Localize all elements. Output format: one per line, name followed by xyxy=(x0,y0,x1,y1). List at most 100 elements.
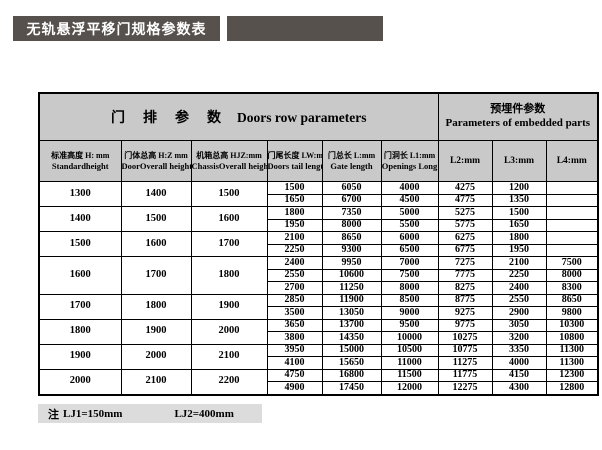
cell-l2: 12275 xyxy=(437,381,493,395)
cell-standard-height-group1: 1300 xyxy=(38,181,122,207)
cell-l2: 5275 xyxy=(437,206,493,220)
cell-standard-height-group2: 1400 xyxy=(38,206,122,232)
cell-l2: 6775 xyxy=(437,243,493,257)
cell-gate-length: 6700 xyxy=(321,193,382,207)
group-header-row: 门 排 参 数 Doors row parameters 预埋件参数 Param… xyxy=(38,92,599,141)
cell-l3: 4000 xyxy=(491,356,547,370)
cell-l4 xyxy=(545,193,599,207)
cell-openings-long: 6500 xyxy=(380,243,439,257)
cell-openings-long: 4000 xyxy=(380,181,439,195)
cell-l3: 1650 xyxy=(491,218,547,232)
page-title: 无轨悬浮平移门规格参数表 xyxy=(26,20,207,37)
cell-openings-long: 9000 xyxy=(380,306,439,320)
embedded-header-en: Parameters of embedded parts xyxy=(445,117,591,129)
cell-gate-length: 13700 xyxy=(321,318,382,332)
cell-l3: 2550 xyxy=(491,293,547,307)
cell-door-overall-height-group2: 1500 xyxy=(120,206,192,232)
cell-l2: 8275 xyxy=(437,281,493,295)
table-row: 2700 11250 8000 8275 2400 8300 xyxy=(39,281,599,295)
column-header-8: L3:mm xyxy=(491,140,547,182)
cell-chassis-overall-height-group8: 2200 xyxy=(190,368,268,395)
cell-l4 xyxy=(545,231,599,245)
cell-l2: 9775 xyxy=(437,318,493,332)
cell-openings-long: 11500 xyxy=(380,368,439,382)
cell-openings-long: 5000 xyxy=(380,206,439,220)
cell-l3: 2250 xyxy=(491,268,547,282)
cell-l4: 8300 xyxy=(545,281,599,295)
spec-table: 门 排 参 数 Doors row parameters 预埋件参数 Param… xyxy=(38,92,600,396)
cell-gate-length: 8650 xyxy=(321,231,382,245)
footnote-bar: 注 LJ1=150mm LJ2=400mm xyxy=(38,404,262,423)
cell-gate-length: 8000 xyxy=(321,218,382,232)
embedded-parts-header: 预埋件参数 Parameters of embedded parts xyxy=(437,92,599,141)
cell-l2: 8775 xyxy=(437,293,493,307)
cell-l3: 1200 xyxy=(491,181,547,195)
cell-chassis-overall-height-group5: 1900 xyxy=(190,293,268,320)
title-bar-extension xyxy=(227,16,383,41)
cell-door-overall-height-group6: 1900 xyxy=(120,318,192,345)
cell-l4: 8650 xyxy=(545,293,599,307)
cell-doors-tail-length: 3650 xyxy=(266,318,323,332)
cell-openings-long: 8000 xyxy=(380,281,439,295)
cell-doors-tail-length: 2700 xyxy=(266,281,323,295)
cell-openings-long: 8500 xyxy=(380,293,439,307)
cell-gate-length: 17450 xyxy=(321,381,382,395)
doors-row-header-en: Doors row parameters xyxy=(237,110,367,125)
cell-standard-height-group4: 1600 xyxy=(38,256,122,295)
cell-door-overall-height-group1: 1400 xyxy=(120,181,192,207)
table-row: 2250 9300 6500 6775 1950 xyxy=(39,243,599,257)
column-header-6: 门洞长 L1:mm Openings Long xyxy=(380,140,439,182)
cell-doors-tail-length: 4900 xyxy=(266,381,323,395)
cell-door-overall-height-group7: 2000 xyxy=(120,343,192,370)
cell-doors-tail-length: 2250 xyxy=(266,243,323,257)
cell-l2: 6275 xyxy=(437,231,493,245)
cell-gate-length: 14350 xyxy=(321,331,382,345)
cell-gate-length: 13050 xyxy=(321,306,382,320)
cell-l3: 3050 xyxy=(491,318,547,332)
cell-gate-length: 11250 xyxy=(321,281,382,295)
cell-l4: 12800 xyxy=(545,381,599,395)
cell-openings-long: 10500 xyxy=(380,343,439,357)
cell-openings-long: 6000 xyxy=(380,231,439,245)
cell-l2: 4275 xyxy=(437,181,493,195)
cell-l3: 4300 xyxy=(491,381,547,395)
column-header-row: 标准高度 H: mm Standardheight 门体总高 H:Z mm DoorO… xyxy=(38,140,599,182)
cell-doors-tail-length: 3500 xyxy=(266,306,323,320)
table-row: 1600 1700 1800 2400 9950 7000 7275 2100 7500 xyxy=(38,256,599,295)
cell-standard-height-group3: 1500 xyxy=(38,231,122,257)
column-header-1: 标准高度 H: mm Standardheight xyxy=(38,140,122,182)
cell-openings-long: 11000 xyxy=(380,356,439,370)
table-row: 4900 17450 12000 12275 4300 12800 xyxy=(39,381,599,395)
cell-doors-tail-length: 1950 xyxy=(266,218,323,232)
cell-openings-long: 12000 xyxy=(380,381,439,395)
cell-standard-height-group6: 1800 xyxy=(38,318,122,345)
cell-doors-tail-length: 1800 xyxy=(266,206,323,220)
cell-doors-tail-length: 2400 xyxy=(266,256,323,270)
cell-door-overall-height-group4: 1700 xyxy=(120,256,192,295)
cell-l2: 10275 xyxy=(437,331,493,345)
cell-doors-tail-length: 3800 xyxy=(266,331,323,345)
cell-l4: 8000 xyxy=(545,268,599,282)
cell-doors-tail-length: 3950 xyxy=(266,343,323,357)
cell-l3: 3350 xyxy=(491,343,547,357)
table-row: 1950 8000 5500 5775 1650 xyxy=(39,218,599,232)
cell-standard-height-group8: 2000 xyxy=(38,368,122,395)
cell-l3: 3200 xyxy=(491,331,547,345)
cell-l4 xyxy=(545,243,599,257)
cell-standard-height-group7: 1900 xyxy=(38,343,122,370)
cell-chassis-overall-height-group3: 1700 xyxy=(190,231,268,257)
cell-openings-long: 7500 xyxy=(380,268,439,282)
cell-l2: 9275 xyxy=(437,306,493,320)
cell-l3: 1350 xyxy=(491,193,547,207)
cell-chassis-overall-height-group7: 2100 xyxy=(190,343,268,370)
column-header-2: 门体总高 H:Z mm DoorOverall height xyxy=(120,140,192,182)
cell-door-overall-height-group3: 1600 xyxy=(120,231,192,257)
cell-l4 xyxy=(545,206,599,220)
cell-gate-length: 15650 xyxy=(321,356,382,370)
title-bar: 无轨悬浮平移门规格参数表 xyxy=(13,16,220,41)
cell-doors-tail-length: 2850 xyxy=(266,293,323,307)
table-row: 2550 10600 7500 7775 2250 8000 xyxy=(39,268,599,282)
table-row: 1300 1400 1500 1500 6050 4000 4275 1200 xyxy=(38,181,599,207)
column-header-4: 门尾长度 LW:mmDoors tail length xyxy=(266,140,323,182)
